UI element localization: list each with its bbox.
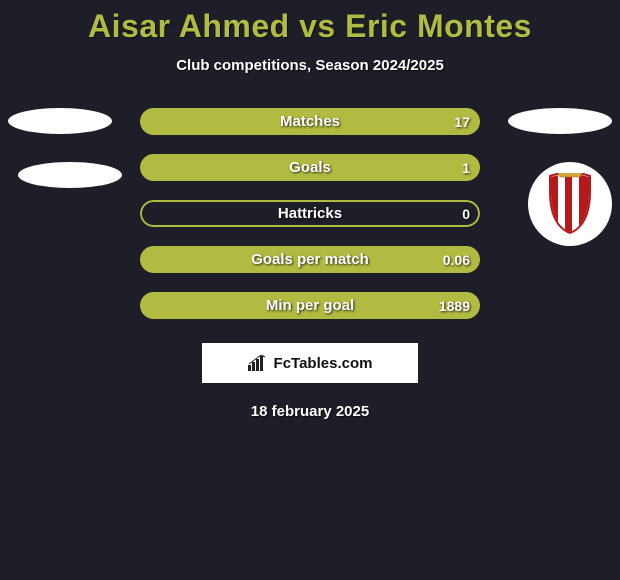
stat-row: Min per goal1889 <box>140 292 480 319</box>
bar-chart-icon <box>248 355 268 371</box>
stat-row: Goals1 <box>140 154 480 181</box>
left-logo-placeholder-2 <box>18 162 122 188</box>
page-title: Aisar Ahmed vs Eric Montes <box>0 0 620 45</box>
stat-right-value: 1 <box>462 160 470 176</box>
comparison-bars: Matches17 Goals1 Hattricks0 Goals per match… <box>140 108 480 319</box>
stat-row: Matches17 <box>140 108 480 135</box>
stat-right-value: 0.06 <box>443 252 470 268</box>
comparison-area: Matches17 Goals1 Hattricks0 Goals per match… <box>0 108 620 319</box>
brand-text: FcTables.com <box>274 355 373 372</box>
stat-label: Hattricks <box>140 205 480 222</box>
subtitle: Club competitions, Season 2024/2025 <box>0 57 620 74</box>
stat-row: Hattricks0 <box>140 200 480 227</box>
crest-icon <box>545 173 595 235</box>
stat-right-value: 0 <box>462 206 470 222</box>
stat-row: Goals per match0.06 <box>140 246 480 273</box>
stat-right-value: 1889 <box>439 298 470 314</box>
stat-label: Goals <box>140 159 480 176</box>
stat-label: Goals per match <box>140 251 480 268</box>
date-text: 18 february 2025 <box>0 403 620 420</box>
stat-right-value: 17 <box>454 114 470 130</box>
right-club-badge <box>528 162 612 246</box>
right-logo-placeholder <box>508 108 612 134</box>
left-logo-placeholder-1 <box>8 108 112 134</box>
stat-label: Matches <box>140 113 480 130</box>
stat-label: Min per goal <box>140 297 480 314</box>
brand-box: FcTables.com <box>202 343 418 383</box>
